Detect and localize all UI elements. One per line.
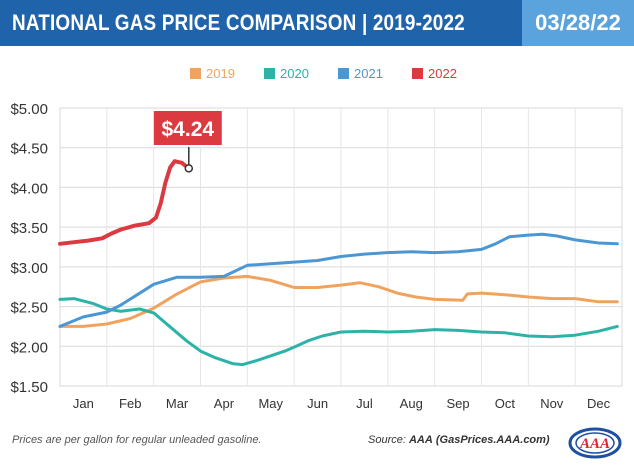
legend-swatch-2021 — [338, 68, 349, 79]
callout-label: $4.24 — [162, 118, 215, 141]
chart-title: NATIONAL GAS PRICE COMPARISON | 2019-202… — [12, 10, 465, 35]
x-tick-label: May — [258, 396, 283, 411]
callout-point — [184, 164, 194, 173]
logo-text: AAA — [579, 436, 610, 452]
legend-label-2019: 2019 — [206, 66, 235, 81]
x-tick-label: Oct — [495, 396, 516, 411]
legend-swatch-2019 — [190, 68, 201, 79]
source-label: Source: — [368, 434, 406, 446]
source-name: AAA — [408, 434, 433, 446]
x-tick-label: Apr — [214, 396, 235, 411]
x-tick-label: Jul — [356, 396, 373, 411]
legend-label-2021: 2021 — [354, 66, 383, 81]
legend-swatch-2022 — [412, 68, 423, 79]
x-tick-label: Nov — [540, 396, 564, 411]
header-bar: NATIONAL GAS PRICE COMPARISON | 2019-202… — [0, 0, 634, 46]
series-line-2021 — [58, 232, 619, 328]
y-tick-label: $3.00 — [10, 260, 48, 277]
y-tick-label: $3.50 — [10, 220, 48, 237]
price-callout: $4.24 — [151, 109, 224, 173]
y-tick-label: $2.50 — [10, 300, 48, 317]
y-axis: $1.50 $2.00 $2.50 $3.00 $3.50 $4.00 $4.50 $5.00 — [10, 101, 48, 396]
line-chart: 2019 2020 2021 2022 $1.50 $2.00 $2.50 $3.00 $3.… — [10, 66, 623, 411]
y-tick-label: $4.00 — [10, 180, 48, 197]
x-tick-label: Mar — [166, 396, 189, 411]
y-tick-label: $4.50 — [10, 141, 48, 158]
source-credit: Source: AAA (GasPrices.AAA.com) — [368, 434, 550, 446]
series-line-2022 — [58, 159, 191, 246]
x-axis: Jan Feb Mar Apr May Jun Jul Aug Sep Oct Nov Dec — [73, 396, 611, 411]
y-tick-label: $1.50 — [10, 379, 48, 396]
series-line-2020 — [58, 297, 619, 367]
callout-box — [151, 109, 224, 147]
y-tick-label: $2.00 — [10, 339, 48, 356]
grid — [59, 107, 623, 387]
footnote: Prices are per gallon for regular unlead… — [12, 434, 262, 446]
x-tick-label: Sep — [447, 396, 470, 411]
legend-swatch-2020 — [264, 68, 275, 79]
aaa-logo: AAA — [568, 427, 622, 459]
series-line-2019 — [58, 274, 619, 328]
legend: 2019 2020 2021 2022 — [190, 66, 457, 81]
x-tick-label: Jun — [307, 396, 328, 411]
x-tick-label: Feb — [119, 396, 141, 411]
x-tick-label: Aug — [400, 396, 423, 411]
y-tick-label: $5.00 — [10, 101, 48, 118]
legend-label-2020: 2020 — [280, 66, 309, 81]
x-tick-label: Jan — [73, 396, 94, 411]
source-site: (GasPrices.AAA.com) — [435, 434, 550, 446]
chart-area: 2019 2020 2021 2022 $1.50 $2.00 $2.50 $3.00 $3.… — [0, 46, 634, 426]
series-lines — [58, 159, 619, 367]
legend-label-2022: 2022 — [428, 66, 457, 81]
x-tick-label: Dec — [587, 396, 611, 411]
date-badge: 03/28/22 — [522, 0, 634, 46]
